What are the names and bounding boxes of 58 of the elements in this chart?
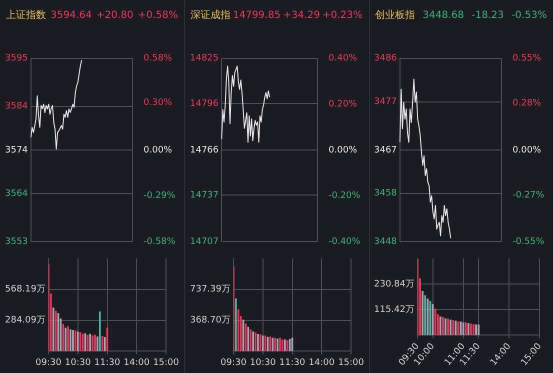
x-tick-label: 14:00	[308, 358, 334, 368]
y2-tick-label: 0.30%	[144, 98, 173, 108]
y-tick-label: 230.84万	[374, 279, 414, 290]
y2-tick-label: 0.00%	[512, 145, 542, 156]
text: +0.58%	[138, 10, 178, 20]
text: +34.29	[282, 10, 320, 20]
y-tick-label: 14825	[189, 54, 218, 64]
y2-tick-label: -0.58%	[144, 236, 176, 247]
y2-tick-label: 0.28%	[512, 98, 542, 109]
y-tick-label: 14707	[189, 236, 218, 247]
y2-tick-label: -0.29%	[144, 191, 176, 202]
x-tick-label: 09:30	[36, 358, 62, 368]
chart-title: 深证成指	[190, 8, 230, 22]
y2-tick-label: -0.27%	[512, 190, 545, 200]
y-tick-label: 14737	[189, 190, 218, 200]
text: 3594.64	[50, 10, 92, 20]
text: -18.23	[472, 10, 504, 20]
y-tick-label: 3584	[5, 102, 28, 112]
y-tick-label: 3564	[5, 188, 28, 199]
y2-tick-label: -0.40%	[328, 236, 360, 247]
x-tick-label: 15:00	[338, 358, 364, 368]
y2-tick-label: 0.55%	[512, 54, 542, 64]
y-tick-label: 3486	[374, 54, 398, 64]
y-tick-label: 14796	[189, 98, 218, 109]
y-tick-label: 737.39万	[189, 284, 230, 295]
text: -0.53%	[512, 10, 547, 20]
x-tick-label: 10:30	[249, 358, 276, 368]
y-tick-label: 568.19万	[4, 284, 46, 295]
y-tick-label: 3477	[374, 97, 397, 108]
x-tick-label: 15:00	[153, 358, 180, 368]
y-tick-label: 3595	[5, 54, 28, 64]
y-tick-label: 3574	[5, 145, 28, 156]
y-tick-label: 368.70万	[189, 316, 230, 326]
y2-tick-label: -0.55%	[512, 236, 545, 247]
y-tick-label: 3458	[374, 188, 398, 199]
chart-title: 创业板指	[375, 8, 415, 22]
text: 14799.85	[232, 10, 281, 20]
y-tick-label: 14766	[189, 145, 218, 156]
chart-title: 上证指数	[6, 8, 46, 22]
x-tick-label: 09:30	[220, 358, 246, 368]
x-tick-label: 11:30	[94, 358, 121, 368]
x-tick-label: 11:30	[278, 358, 306, 368]
text: +20.80	[96, 10, 134, 20]
y2-tick-label: -0.20%	[328, 191, 360, 202]
x-tick-label: 10:30	[64, 358, 92, 368]
y2-tick-label: 0.00%	[144, 145, 173, 156]
y2-tick-label: 0.20%	[328, 100, 358, 110]
y-tick-label: 284.09万	[4, 316, 46, 326]
y-tick-label: 3553	[5, 236, 28, 247]
y-tick-label: 3448	[374, 236, 398, 247]
text: 3448.68	[422, 10, 464, 20]
text: +0.23%	[322, 10, 362, 20]
y-tick-label: 3467	[374, 145, 397, 156]
y-tick-label: 115.42万	[374, 304, 414, 315]
x-tick-label: 14:00	[124, 358, 150, 368]
y2-tick-label: 0.58%	[144, 54, 173, 64]
y2-tick-label: 0.00%	[328, 145, 358, 156]
y2-tick-label: 0.40%	[328, 54, 358, 64]
